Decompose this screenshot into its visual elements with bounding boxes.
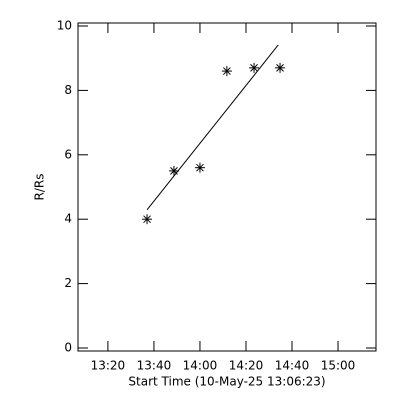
asterisk-stroke (223, 67, 231, 75)
asterisk-stroke (143, 215, 151, 224)
y-tick-label: 4 (64, 212, 72, 226)
y-tick-label: 2 (64, 276, 72, 290)
x-tick-label: 15:00 (321, 359, 356, 373)
x-tick-label: 13:20 (91, 359, 126, 373)
asterisk-marker (142, 214, 153, 225)
x-tick-label: 14:00 (183, 359, 218, 373)
asterisk-marker (168, 165, 179, 176)
y-axis-label: R/Rs (33, 174, 47, 201)
asterisk-stroke (276, 64, 284, 72)
asterisk-stroke (250, 64, 258, 72)
asterisk-marker (194, 162, 205, 173)
y-tick-label: 0 (64, 341, 72, 355)
asterisk-marker (249, 62, 260, 73)
fit-line (146, 44, 279, 211)
x-tick-label: 13:40 (137, 359, 172, 373)
x-axis-label: Start Time (10-May-25 13:06:23) (128, 375, 325, 389)
x-tick-label: 14:40 (275, 359, 310, 373)
plot-frame (77, 22, 377, 352)
asterisk-marker (221, 66, 232, 77)
asterisk-stroke (170, 167, 178, 175)
asterisk-marker (275, 62, 286, 73)
y-tick-label: 8 (64, 83, 72, 97)
y-tick-label: 10 (57, 19, 72, 33)
asterisk-stroke (196, 163, 204, 172)
x-tick-label: 14:20 (229, 359, 264, 373)
y-tick-label: 6 (64, 147, 72, 161)
